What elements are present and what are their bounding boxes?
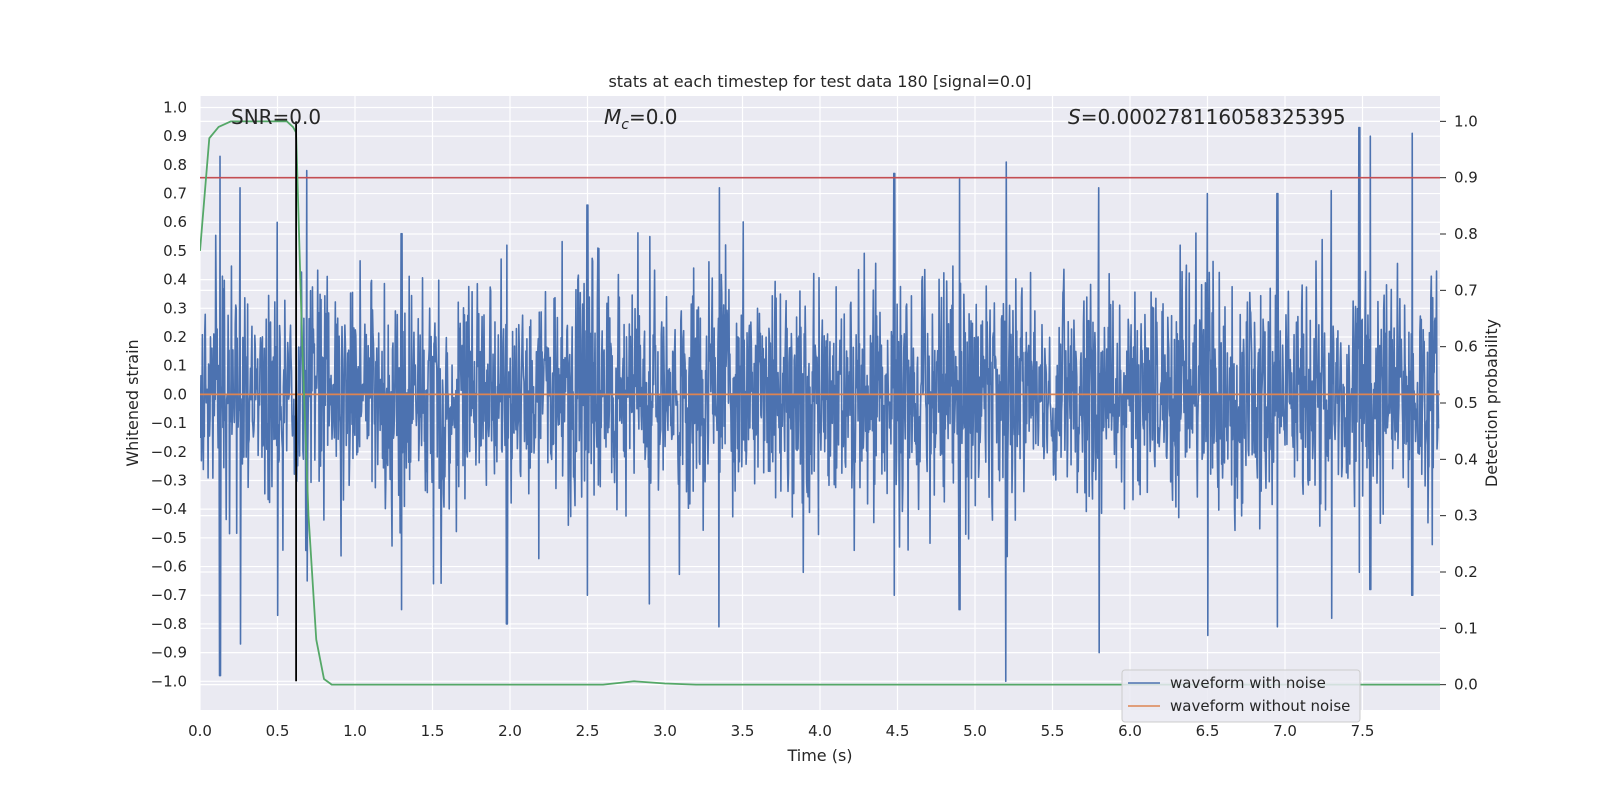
- x-axis-label: Time (s): [786, 746, 852, 765]
- x-tick-label: 5.0: [963, 722, 987, 740]
- s-symbol: S: [1068, 105, 1081, 129]
- y-tick-label-left: 0.3: [163, 299, 187, 317]
- y-tick-label-left: −1.0: [151, 672, 187, 690]
- y-axis-right-label: Detection probability: [1482, 319, 1501, 487]
- y-tick-label-right: 0.2: [1454, 563, 1478, 581]
- y-tick-label-left: 0.1: [163, 357, 187, 375]
- y-tick-label-right: 0.1: [1454, 619, 1478, 637]
- y-tick-label-left: −0.2: [151, 443, 187, 461]
- legend-label-clean: waveform without noise: [1170, 697, 1350, 715]
- chirp-mass-subscript: c: [621, 117, 629, 133]
- y-tick-label-left: 0.9: [163, 127, 187, 145]
- x-tick-label: 2.5: [576, 722, 600, 740]
- x-tick-label: 1.5: [421, 722, 445, 740]
- y-tick-label-right: 0.0: [1454, 676, 1478, 694]
- x-tick-label: 4.0: [808, 722, 832, 740]
- chirp-mass-symbol: M: [604, 105, 621, 129]
- x-tick-label: 3.0: [653, 722, 677, 740]
- y-tick-label-right: 1.0: [1454, 112, 1478, 130]
- x-tick-label: 1.0: [343, 722, 367, 740]
- x-tick-label: 0.0: [188, 722, 212, 740]
- chart-title: stats at each timestep for test data 180…: [608, 72, 1031, 91]
- chirp-mass-value: =0.0: [629, 105, 678, 129]
- x-tick-label: 5.5: [1041, 722, 1065, 740]
- y-tick-label-left: 0.6: [163, 213, 187, 231]
- snr-annotation: SNR=0.0: [231, 105, 321, 129]
- x-tick-label: 0.5: [266, 722, 290, 740]
- y-tick-label-left: 0.2: [163, 328, 187, 346]
- y-tick-label-right: 0.8: [1454, 225, 1478, 243]
- y-tick-label-right: 0.7: [1454, 281, 1478, 299]
- y-tick-label-left: −0.7: [151, 586, 187, 604]
- x-tick-label: 3.5: [731, 722, 755, 740]
- legend: waveform with noise waveform without noi…: [1121, 669, 1361, 723]
- y-tick-label-right: 0.5: [1454, 394, 1478, 412]
- x-tick-label: 4.5: [886, 722, 910, 740]
- y-axis-left-ticks: 1.0 0.9 0.8 0.7 0.6 0.5 0.4 0.3 0.2 0.1 0.0 −0.1 −0.…: [151, 98, 187, 690]
- plot-area: [200, 120, 1440, 686]
- x-tick-label: 6.5: [1196, 722, 1220, 740]
- x-tick-label: 7.5: [1351, 722, 1375, 740]
- x-tick-label: 2.0: [498, 722, 522, 740]
- y-tick-label-left: −0.5: [151, 529, 187, 547]
- y-tick-label-left: −0.3: [151, 471, 187, 489]
- x-tick-label: 6.0: [1118, 722, 1142, 740]
- y-tick-label-left: 1.0: [163, 98, 187, 116]
- s-value: =0.000278116058325395: [1081, 105, 1346, 129]
- y-tick-label-right: 0.6: [1454, 338, 1478, 356]
- y-tick-label-left: −0.1: [151, 414, 187, 432]
- series-detection-probability: [200, 120, 1440, 686]
- y-tick-label-left: 0.5: [163, 242, 187, 260]
- x-tick-label: 7.0: [1273, 722, 1297, 740]
- y-tick-label-left: −0.8: [151, 615, 187, 633]
- y-tick-label-left: 0.7: [163, 185, 187, 203]
- chirp-mass-annotation: Mc=0.0: [604, 105, 678, 133]
- y-tick-label-left: −0.9: [151, 644, 187, 662]
- s-annotation: S=0.000278116058325395: [1068, 105, 1346, 129]
- y-tick-label-left: −0.4: [151, 500, 187, 518]
- legend-label-noise: waveform with noise: [1170, 674, 1326, 692]
- y-tick-label-right: 0.4: [1454, 450, 1478, 468]
- y-tick-label-right: 0.3: [1454, 507, 1478, 525]
- y-axis-right-ticks: 1.0 0.9 0.8 0.7 0.6 0.5 0.4 0.3 0.2 0.1 0.0: [1440, 112, 1478, 694]
- y-tick-label-left: −0.6: [151, 558, 187, 576]
- series-layer: [200, 120, 1440, 686]
- y-tick-label-right: 0.9: [1454, 169, 1478, 187]
- legend-box: [1121, 669, 1361, 723]
- y-tick-label-left: 0.4: [163, 271, 187, 289]
- y-axis-left-label: Whitened strain: [123, 339, 142, 466]
- series-waveform-with-noise: [200, 126, 1440, 683]
- y-tick-label-left: 0.8: [163, 156, 187, 174]
- y-tick-label-left: 0.0: [163, 385, 187, 403]
- x-axis-ticks: 0.0 0.5 1.0 1.5 2.0 2.5 3.0 3.5 4.0 4.5 5.0 5.5 6.0 6…: [188, 722, 1374, 740]
